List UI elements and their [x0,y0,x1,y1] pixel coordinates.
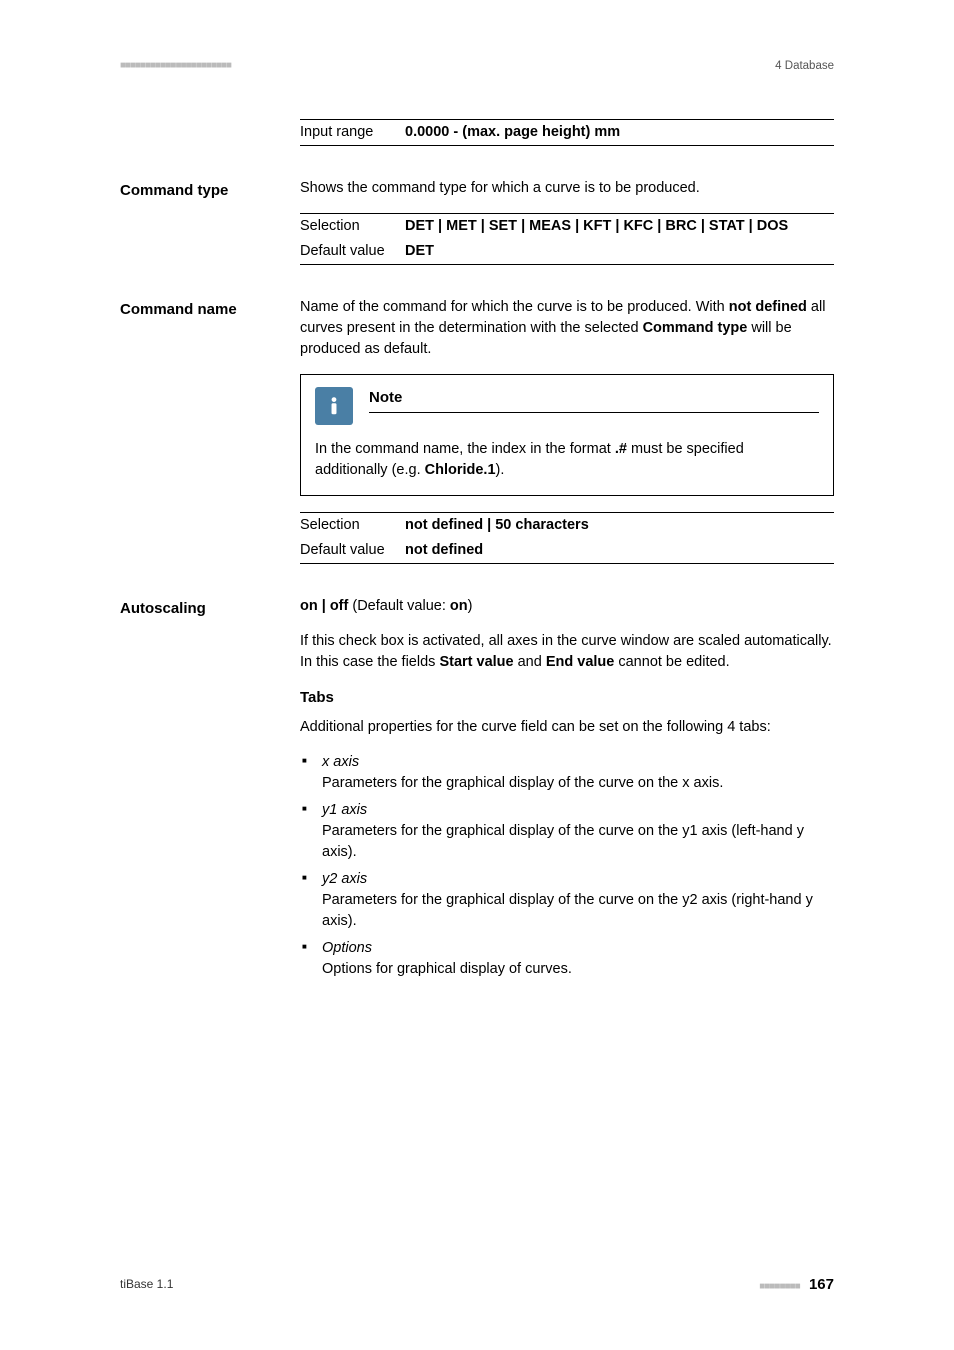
tabs-list: x axis Parameters for the graphical disp… [300,752,834,980]
tab-name: y1 axis [322,802,367,818]
autoscaling-section: Autoscaling on | off (Default value: on)… [120,596,834,992]
cmdtype-def-val: DET [405,241,834,262]
input-range-section: Input range 0.0000 - (max. page height) … [120,119,834,164]
info-icon [315,387,353,425]
input-range-key: Input range [300,122,405,143]
note-text-c: ). [496,462,505,478]
note-bold-2: Chloride.1 [425,462,496,478]
tab-name: Options [322,940,372,956]
note-box: Note In the command name, the index in t… [300,374,834,496]
command-name-side: Command name [120,297,300,582]
auto-onoff-d: ) [468,598,473,614]
page-number: 167 [809,1276,834,1293]
tabs-heading: Tabs [300,687,834,709]
tab-desc: Options for graphical display of curves. [322,961,572,977]
tab-name: y2 axis [322,871,367,887]
header-dash-decor: ■■■■■■■■■■■■■■■■■■■■■■ [120,59,231,74]
tab-item-x-axis: x axis Parameters for the graphical disp… [300,752,834,794]
autoscaling-desc: If this check box is activated, all axes… [300,631,834,673]
cmdname-def-val: not defined [405,540,834,561]
chapter-label: 4 Database [775,58,834,75]
cmdname-text-a: Name of the command for which the curve … [300,299,729,315]
cmdtype-sel-val: DET | MET | SET | MEAS | KFT | KFC | BRC… [405,216,834,237]
cmdtype-def-key: Default value [300,241,405,262]
cmdname-sel-key: Selection [300,515,405,536]
autoscaling-side: Autoscaling [120,596,300,992]
auto-bold-1: Start value [439,654,513,670]
auto-onoff-c: on [450,598,468,614]
tab-desc: Parameters for the graphical display of … [322,823,804,860]
input-range-val: 0.0000 - (max. page height) mm [405,122,834,143]
tab-desc: Parameters for the graphical display of … [322,892,813,929]
note-body: In the command name, the index in the fo… [315,439,819,481]
auto-onoff-b: (Default value: [348,598,450,614]
auto-text-c: cannot be edited. [614,654,729,670]
cmdtype-sel-key: Selection [300,216,405,237]
cmdname-sel-val: not defined | 50 characters [405,515,834,536]
tab-item-y2-axis: y2 axis Parameters for the graphical dis… [300,869,834,932]
command-type-section: Command type Shows the command type for … [120,178,834,283]
cmdname-bold-1: not defined [729,299,807,315]
note-bold-1: .# [615,441,627,457]
command-name-desc: Name of the command for which the curve … [300,297,834,360]
footer-right: ■■■■■■■■ 167 [759,1274,834,1296]
auto-onoff-a: on | off [300,598,348,614]
command-type-table: Selection DET | MET | SET | MEAS | KFT |… [300,213,834,265]
page-footer: tiBase 1.1 ■■■■■■■■ 167 [120,1274,834,1296]
autoscaling-onoff: on | off (Default value: on) [300,596,834,617]
auto-bold-2: End value [546,654,615,670]
command-name-section: Command name Name of the command for whi… [120,297,834,582]
cmdname-def-key: Default value [300,540,405,561]
input-range-table: Input range 0.0000 - (max. page height) … [300,119,834,146]
command-name-table: Selection not defined | 50 characters De… [300,512,834,564]
tab-item-y1-axis: y1 axis Parameters for the graphical dis… [300,800,834,863]
note-text-a: In the command name, the index in the fo… [315,441,615,457]
tab-item-options: Options Options for graphical display of… [300,938,834,980]
side-blank [120,119,300,164]
auto-text-b: and [514,654,546,670]
command-type-side: Command type [120,178,300,283]
tabs-intro: Additional properties for the curve fiel… [300,717,834,738]
cmdname-bold-2: Command type [643,320,748,336]
page-header: ■■■■■■■■■■■■■■■■■■■■■■ 4 Database [120,58,834,75]
note-title: Note [369,387,819,413]
command-type-desc: Shows the command type for which a curve… [300,178,834,199]
tab-name: x axis [322,754,359,770]
footer-product: tiBase 1.1 [120,1276,173,1293]
tab-desc: Parameters for the graphical display of … [322,775,723,791]
footer-dash-decor: ■■■■■■■■ [759,1281,799,1292]
